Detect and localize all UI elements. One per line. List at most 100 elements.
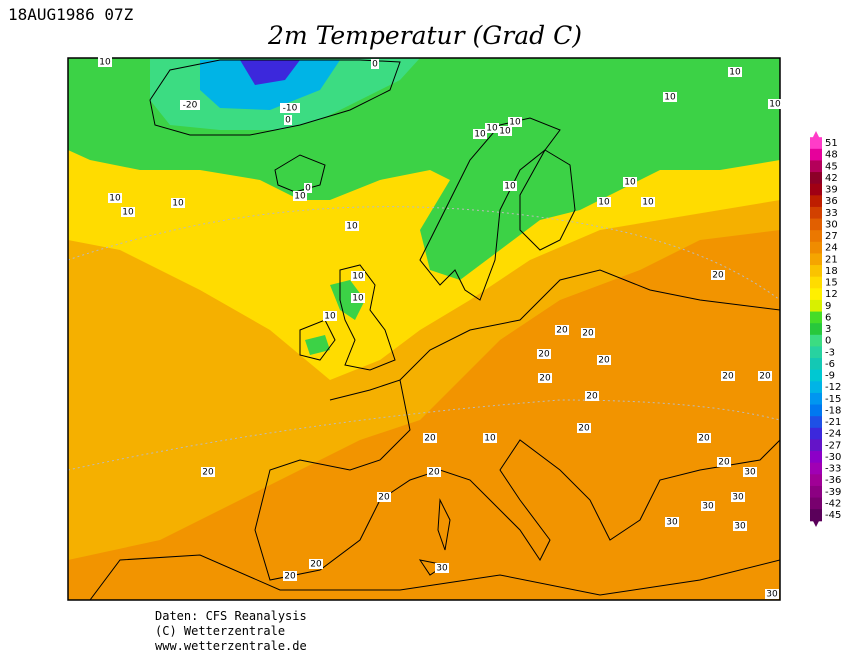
- label-bg: [597, 197, 611, 207]
- contour-label: 30: [666, 518, 678, 528]
- colorbar-swatch: [810, 346, 822, 359]
- label-bg: [537, 349, 551, 359]
- contour-label: 10: [352, 294, 364, 304]
- contour-label: 20: [202, 468, 214, 478]
- label-bg: [427, 467, 441, 477]
- label-bg: [351, 271, 365, 281]
- contour-label: 20: [722, 372, 734, 382]
- contour-label: 10: [486, 124, 498, 134]
- colorbar-label: 30: [825, 219, 838, 230]
- contour-label: 20: [698, 434, 710, 444]
- label-bg: [538, 373, 552, 383]
- colorbar-label: -18: [825, 405, 841, 416]
- colorbar-label: 45: [825, 161, 838, 172]
- label-bg: [280, 103, 300, 113]
- label-bg: [498, 126, 512, 136]
- colorbar-label: 48: [825, 150, 838, 161]
- colorbar-swatch: [810, 265, 822, 278]
- label-bg: [717, 457, 731, 467]
- greenland-cold: [200, 60, 340, 110]
- colorbar-swatch: [810, 497, 822, 510]
- colorbar-bottom: [810, 515, 822, 527]
- colorbar-swatch: [810, 439, 822, 452]
- colorbar-swatch: [810, 160, 822, 173]
- colorbar-swatch: [810, 462, 822, 475]
- scandinavia: [419, 117, 561, 301]
- contour-label: 10: [352, 272, 364, 282]
- colorbar-swatch: [810, 195, 822, 208]
- colorbar-swatch: [810, 137, 822, 150]
- contour-label: 10: [99, 58, 111, 68]
- label-bg: [508, 117, 522, 127]
- contour-label: 10: [664, 93, 676, 103]
- contour-label: 20: [310, 560, 322, 570]
- label-bg: [473, 129, 487, 139]
- colorbar-swatch: [810, 381, 822, 394]
- colorbar-label: -27: [825, 440, 841, 451]
- colorbar-swatch: [810, 404, 822, 417]
- greenland-coast: [149, 59, 401, 136]
- label-bg: [581, 328, 595, 338]
- colorbar-label: 39: [825, 185, 838, 196]
- africa-coast: [89, 554, 780, 600]
- greenland-core: [240, 60, 300, 85]
- label-bg: [180, 100, 200, 110]
- colorbar-swatch: [810, 392, 822, 406]
- colorbar-label: -6: [825, 359, 835, 370]
- colorbar: 51484542393633302724211815129630-3-6-9-1…: [810, 131, 841, 527]
- contour-label: 20: [556, 326, 568, 336]
- colorbar-swatch: [810, 427, 822, 440]
- finland: [519, 149, 576, 251]
- label-bg: [577, 423, 591, 433]
- contour-label: 10: [499, 127, 511, 137]
- graticule: [68, 206, 780, 471]
- british-isles: [299, 264, 396, 371]
- label-bg: [597, 355, 611, 365]
- contour-label: 10: [346, 222, 358, 232]
- contour-label: -10: [283, 104, 298, 114]
- label-bg: [345, 221, 359, 231]
- colorbar-label: -24: [825, 429, 841, 440]
- contour-label: 10: [109, 194, 121, 204]
- contour-label: 30: [744, 468, 756, 478]
- contour-label: 20: [718, 458, 730, 468]
- contour-label: 20: [582, 329, 594, 339]
- contour-label: 10: [598, 198, 610, 208]
- contour-label: 30: [766, 590, 778, 600]
- label-bg: [765, 589, 779, 599]
- label-bg: [309, 559, 323, 569]
- colorbar-label: 3: [825, 324, 831, 335]
- colorbar-label: -3: [825, 347, 835, 358]
- label-bg: [721, 371, 735, 381]
- contour-label: 10: [484, 434, 496, 444]
- label-bg: [304, 183, 312, 193]
- label-bg: [483, 433, 497, 443]
- label-bg: [98, 57, 112, 67]
- contour-label: 10: [624, 178, 636, 188]
- contour-label: 20: [712, 271, 724, 281]
- map: [68, 58, 780, 600]
- label-bg: [731, 492, 745, 502]
- footer-line: Daten: CFS Reanalysis: [155, 609, 307, 623]
- colorbar-label: -36: [825, 475, 841, 486]
- colorbar-label: 9: [825, 301, 831, 312]
- colorbar-label: 51: [825, 138, 838, 149]
- contour-label: 20: [424, 434, 436, 444]
- colorbar-label: -45: [825, 510, 841, 521]
- colorbar-label: 42: [825, 173, 838, 184]
- label-bg: [377, 492, 391, 502]
- iceland-coast: [274, 154, 326, 193]
- label-bg: [108, 193, 122, 203]
- continent-south: [254, 379, 780, 581]
- colorbar-label: 0: [825, 336, 831, 347]
- colorbar-swatch: [810, 148, 822, 161]
- label-bg: [663, 92, 677, 102]
- contour-label: 10: [642, 198, 654, 208]
- contour-label: 10: [729, 68, 741, 78]
- contour-label: 20: [578, 424, 590, 434]
- contour-label: 20: [538, 350, 550, 360]
- label-bg: [697, 433, 711, 443]
- contour-label: 0: [305, 184, 311, 194]
- label-bg: [485, 123, 499, 133]
- footer-line: (C) Wetterzentrale: [155, 624, 285, 638]
